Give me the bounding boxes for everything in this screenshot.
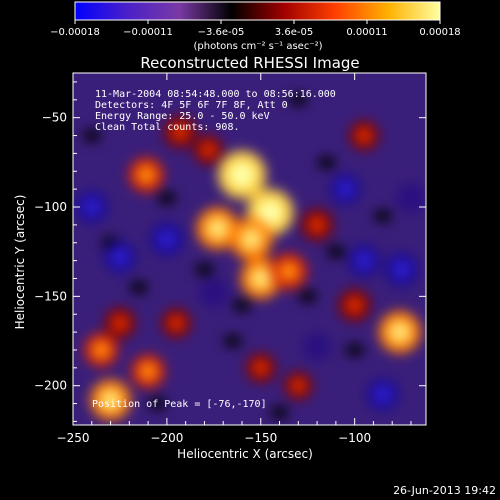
heatmap-source	[355, 127, 373, 144]
heatmap-source	[110, 248, 129, 267]
heatmap-source	[249, 267, 273, 290]
colorbar: −0.00018 −0.00011 −3.6e-05 3.6e-05 0.00011 0.…	[50, 1, 461, 52]
heatmap-source	[228, 161, 256, 189]
heatmap-source	[168, 314, 185, 332]
heatmap-dark-lane	[82, 129, 101, 142]
heatmap-source	[373, 385, 392, 404]
footer-timestamp: 26-Jun-2013 19:42	[393, 484, 496, 497]
axis-ticks: −250 −200 −150 −100 −50 −100 −150 −200	[34, 73, 426, 445]
heatmap-source	[239, 227, 264, 251]
y-axis-label: Heliocentric Y (arcsec)	[13, 195, 27, 330]
annotation-line: Energy Range: 25.0 - 50.0 keV	[95, 111, 270, 122]
x-tick-label: −250	[57, 431, 90, 445]
heatmap-source	[157, 229, 177, 249]
heatmap-dark-lane	[195, 263, 214, 276]
heatmap-source	[392, 260, 411, 279]
heatmap-source	[91, 340, 111, 360]
heatmap-source	[402, 189, 420, 207]
y-tick-label: −100	[34, 200, 67, 214]
heatmap-source	[252, 359, 269, 377]
heatmap-dark-lane	[157, 192, 176, 205]
annotation-line: Detectors: 4F 5F 6F 7F 8F, Att 0	[95, 100, 288, 111]
heatmap-image	[73, 73, 426, 425]
peak-position-label: Position of Peak = [-76,-170]	[92, 399, 267, 410]
heatmap-dark-lane	[373, 209, 392, 222]
heatmap-dark-lane	[232, 299, 251, 312]
heatmap-dark-lane	[326, 245, 345, 258]
heatmap-source	[388, 320, 412, 344]
y-tick-label: −50	[42, 111, 67, 125]
plot-frame	[72, 72, 427, 426]
chart-title: Reconstructed RHESSI Image	[140, 54, 359, 72]
heatmap-source	[99, 388, 122, 412]
colorbar-ticks: −0.00018 −0.00011 −3.6e-05 3.6e-05 0.00011 0.…	[50, 20, 461, 38]
heatmap-dark-lane	[317, 156, 336, 169]
heatmap-source	[278, 261, 300, 282]
colorbar-tick-label: 3.6e-05	[275, 27, 313, 38]
y-tick-label: −200	[34, 379, 67, 393]
heatmap-source	[138, 362, 158, 381]
heatmap-dark-lane	[289, 93, 308, 106]
heatmap-source	[336, 180, 354, 198]
heatmap-source	[205, 284, 223, 301]
x-axis-label: Heliocentric X (arcsec)	[177, 447, 313, 461]
colorbar-unit-label: (photons cm⁻² s⁻¹ asec⁻²)	[193, 41, 322, 52]
heatmap-source	[136, 165, 156, 185]
colorbar-bar	[74, 1, 441, 21]
heatmap-source	[205, 216, 230, 241]
heatmap-dark-lane	[298, 290, 317, 303]
heatmap-source	[345, 296, 364, 315]
colorbar-tick-label: 0.00018	[419, 27, 460, 38]
heatmap-dark-lane	[270, 406, 289, 419]
heatmap-sources	[75, 93, 426, 421]
annotation-line: 11-Mar-2004 08:54:48.000 to 08:56:16.000	[95, 89, 336, 100]
colorbar-tick-label: −0.00018	[50, 27, 100, 38]
colorbar-tick-label: −0.00011	[123, 27, 173, 38]
heatmap-source	[355, 251, 374, 270]
heatmap-source	[171, 122, 189, 141]
heatmap-source	[257, 199, 283, 226]
colorbar-tick-label: 0.00011	[346, 27, 387, 38]
x-tick-label: −100	[338, 431, 371, 445]
header-annotations: 11-Mar-2004 08:54:48.000 to 08:56:16.000…	[95, 89, 336, 133]
heatmap-dark-lane	[129, 281, 148, 294]
x-tick-label: −150	[244, 431, 277, 445]
heatmap-source	[290, 377, 307, 394]
heatmap-source	[199, 141, 217, 159]
heatmap-source	[82, 198, 101, 216]
y-tick-label: −150	[34, 289, 67, 303]
colorbar-tick-label: −3.6e-05	[198, 27, 245, 38]
heatmap-source	[308, 215, 327, 234]
heatmap-dark-lane	[345, 343, 364, 356]
annotation-line: Clean Total counts: 908.	[95, 122, 240, 133]
heatmap-source	[309, 338, 325, 355]
heatmap-source	[111, 314, 129, 332]
x-tick-label: −200	[150, 431, 183, 445]
heatmap-dark-lane	[148, 397, 167, 410]
heatmap-dark-lane	[223, 335, 242, 348]
